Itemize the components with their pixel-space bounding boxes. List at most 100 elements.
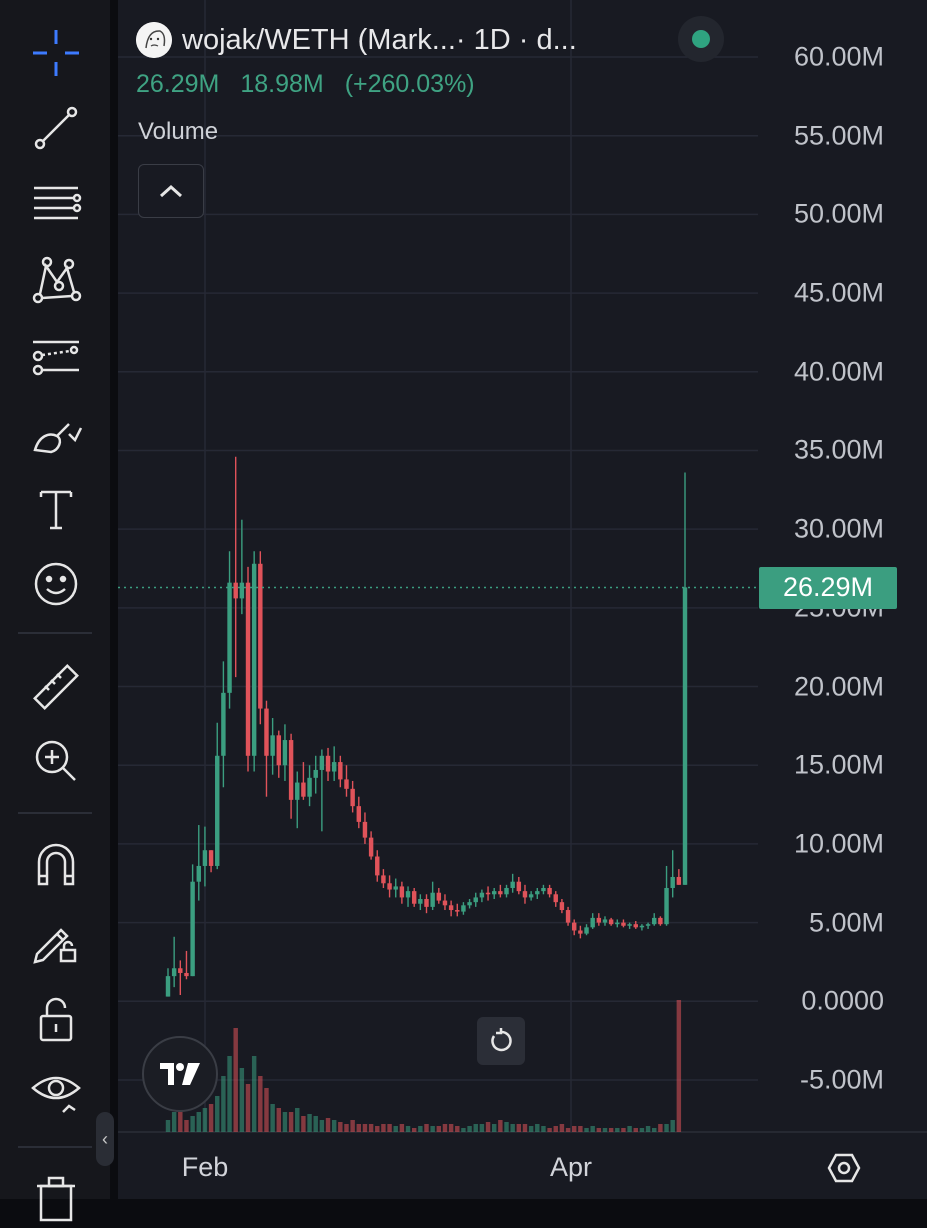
chart-pane[interactable]: wojak/WETH (Mark... · 1D · d... 26.29M 1… [118,0,927,1199]
candle-body [171,968,177,977]
reset-icon [491,1028,512,1052]
volume-bar [307,1114,312,1132]
candle-body [510,881,515,888]
price-axis-label: 0.0000 [801,985,884,1016]
candle-body [276,735,282,766]
volume-bar [676,1000,682,1132]
brush-icon[interactable] [17,402,95,464]
horizontal-lines-icon[interactable] [17,170,95,232]
tradingview-logo[interactable] [142,1036,218,1112]
eye-icon[interactable] [17,1060,95,1122]
candle-body [313,769,318,778]
emoji-icon[interactable] [17,553,95,615]
candle-body [282,740,288,766]
volume-bar [535,1124,540,1132]
candle-body [448,905,454,911]
volume-bar [615,1128,620,1132]
volume-bar [448,1124,454,1132]
volume-bar [473,1124,478,1132]
volume-bar [658,1124,663,1132]
crosshair-icon[interactable] [17,22,95,84]
volume-bar [338,1122,343,1132]
candle-body [221,692,226,756]
lock-icon[interactable] [17,988,95,1050]
zoom-in-icon[interactable] [17,730,95,792]
candle-body [658,917,663,925]
pattern-icon[interactable] [17,248,95,310]
candle-body [541,887,546,892]
volume-bar [516,1124,522,1132]
volume-bar [282,1112,288,1132]
candle-body [258,563,263,709]
candle-body [553,894,558,903]
candle-body [375,856,380,876]
volume-bar [270,1104,275,1132]
symbol-legend[interactable]: wojak/WETH (Mark... · 1D · d... [136,20,577,60]
candle-body [571,922,577,931]
trash-icon[interactable] [17,1166,95,1228]
candle-body [227,582,232,693]
volume-bar [295,1108,300,1132]
market-status-indicator[interactable] [678,16,724,62]
volume-bar [639,1128,645,1132]
volume-bar [165,1120,171,1132]
volume-bar [411,1128,417,1132]
price-chart[interactable] [118,0,927,1199]
forecast-icon[interactable] [17,324,95,386]
candle-body [338,762,343,780]
text-icon[interactable] [17,478,95,540]
volume-bar [319,1120,325,1132]
volume-bar [313,1116,318,1132]
candle-body [196,865,201,882]
volume-bar [184,1120,189,1132]
volume-bar [387,1124,392,1132]
trend-line-icon[interactable] [17,96,95,158]
candle-body [411,891,417,904]
candle-body [270,735,275,756]
candle-body [627,924,632,926]
volume-bar [645,1126,651,1132]
candle-body [288,740,294,800]
lock-drawing-icon[interactable] [17,910,95,972]
candle-body [264,708,269,756]
volume-bar [436,1126,442,1132]
magnet-icon[interactable] [17,834,95,896]
ruler-icon[interactable] [17,656,95,718]
volume-bar [375,1126,380,1132]
volume-bar [596,1128,602,1132]
volume-bar [393,1126,398,1132]
candle-body [424,899,429,907]
volume-bar [522,1124,528,1132]
tradingview-logo-icon [160,1063,200,1085]
candle-body [399,886,405,898]
price-axis-label: 20.00M [793,671,884,702]
candle-body [621,922,626,926]
volume-indicator-label[interactable]: Volume [138,118,219,145]
candle-body [516,881,522,892]
volume-bar [491,1124,497,1132]
candle-body [491,891,497,895]
volume-bar [455,1126,460,1132]
candle-body [239,582,245,599]
candle-body [578,930,583,934]
volume-bar [399,1124,405,1132]
collapse-toolbar-button[interactable]: ‹ [96,1112,114,1166]
chart-settings-button[interactable] [824,1148,864,1188]
ohlc-values: 26.29M 18.98M (+260.03%) [136,70,489,99]
candle-body [436,892,442,901]
volume-bar [258,1076,263,1132]
volume-bar [344,1124,349,1132]
candle-body [676,876,682,885]
collapse-legend-button[interactable] [138,164,204,218]
volume-bar [430,1126,435,1132]
price-axis-label: 50.00M [793,198,884,229]
toolbar-separator [18,812,92,814]
gear-icon [827,1153,861,1183]
volume-bar [190,1116,195,1132]
candle-body [559,902,565,911]
volume-bar [227,1056,232,1132]
toolbar-separator [18,1146,92,1148]
volume-bar [627,1126,632,1132]
reset-chart-button[interactable] [477,1017,525,1065]
price-axis-label: -5.00M [799,1064,884,1095]
